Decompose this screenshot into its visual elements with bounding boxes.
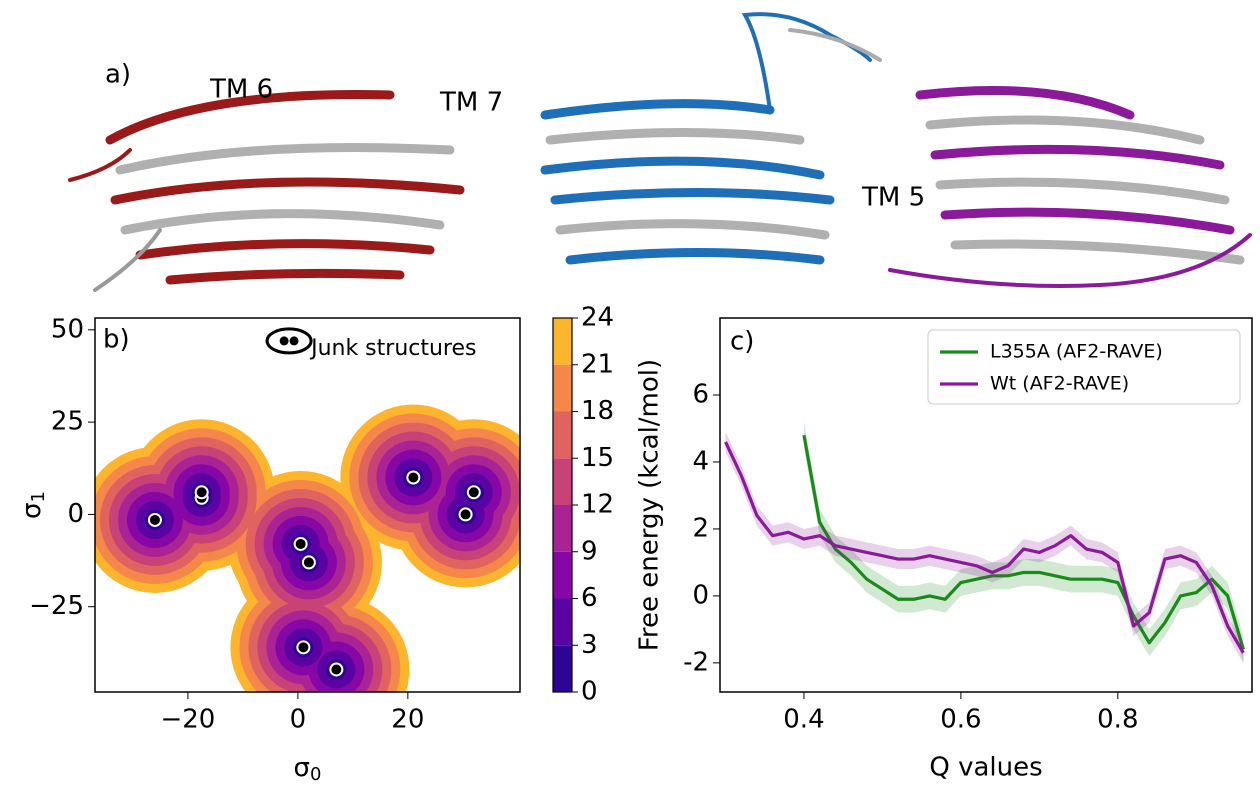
y-tick-label: 4 bbox=[692, 446, 709, 476]
panel-label: b) bbox=[103, 325, 130, 355]
junk-ellipse bbox=[265, 327, 313, 355]
colorbar-segment bbox=[553, 364, 572, 412]
legend-box bbox=[927, 329, 1241, 405]
protein-blue bbox=[540, 12, 882, 265]
minimum-point bbox=[293, 536, 308, 551]
axis-symbol: σ bbox=[17, 502, 47, 518]
colorbar-segment bbox=[553, 645, 572, 692]
colorbar-tick-label: 21 bbox=[581, 349, 614, 379]
colorbar-segment bbox=[553, 551, 572, 599]
junk-point bbox=[289, 336, 299, 346]
axis-label: σ1 bbox=[17, 491, 50, 519]
colorbar-tick-label: 0 bbox=[581, 677, 598, 707]
axis-label: Q values bbox=[929, 753, 1042, 783]
legend-label: Wt (AF2-RAVE) bbox=[990, 373, 1129, 395]
y-tick-label: 0 bbox=[692, 580, 709, 610]
minimum-point bbox=[458, 507, 473, 522]
axis-label: σ0 bbox=[294, 753, 322, 786]
y-tick-label: −25 bbox=[29, 591, 84, 621]
helix-label: TM 5 bbox=[861, 183, 925, 213]
minimum-point bbox=[301, 555, 316, 570]
minimum-point bbox=[147, 512, 162, 527]
colorbar-segment bbox=[553, 411, 572, 459]
helix-label: TM 6 bbox=[209, 75, 273, 105]
x-tick-label: −20 bbox=[160, 705, 215, 735]
helix-label: TM 7 bbox=[439, 88, 503, 118]
x-tick-label: 0.8 bbox=[1097, 705, 1138, 735]
colorbar-segment bbox=[553, 458, 572, 505]
plot-frame bbox=[719, 317, 1253, 693]
minimum-point bbox=[296, 640, 311, 655]
y-tick-label: 50 bbox=[51, 314, 84, 344]
plot-frame bbox=[94, 317, 521, 693]
y-tick-label: 0 bbox=[67, 499, 84, 529]
colorbar-tick-label: 18 bbox=[581, 396, 614, 426]
colorbar-segment bbox=[553, 598, 572, 646]
panel-label: c) bbox=[730, 327, 754, 357]
annotation: Junk structures bbox=[309, 336, 476, 361]
x-tick-label: 0.6 bbox=[940, 705, 981, 735]
panel-label: a) bbox=[105, 60, 131, 90]
error-band bbox=[803, 421, 1244, 663]
plot-area bbox=[724, 421, 1245, 663]
colorbar-tick-label: 3 bbox=[581, 630, 598, 660]
colorbar-segment bbox=[553, 318, 572, 365]
colorbar-segment bbox=[553, 505, 572, 552]
axis-subscript: 1 bbox=[28, 491, 49, 502]
x-tick-label: 0.4 bbox=[783, 705, 824, 735]
axis-subscript: 0 bbox=[310, 764, 321, 785]
colorbar-tick-label: 9 bbox=[581, 536, 598, 566]
minimum-point bbox=[194, 485, 209, 500]
colorbar-tick-label: 12 bbox=[581, 490, 614, 520]
colorbar-tick-label: 24 bbox=[581, 303, 614, 333]
protein-purple bbox=[888, 86, 1252, 288]
y-tick-label: 6 bbox=[692, 380, 709, 410]
series-line bbox=[802, 434, 1245, 650]
y-tick-label: -2 bbox=[683, 647, 709, 677]
protein-red bbox=[68, 90, 465, 292]
x-tick-label: 0 bbox=[290, 705, 307, 735]
minimum-point bbox=[406, 470, 421, 485]
colorbar-label: Free energy (kcal/mol) bbox=[635, 359, 665, 651]
series-line bbox=[724, 441, 1245, 654]
colorbar-tick-label: 6 bbox=[581, 583, 598, 613]
axis-symbol: σ bbox=[294, 753, 310, 783]
error-band bbox=[725, 431, 1244, 663]
panel-a: a) TM 6 TM 7 TM 5 bbox=[68, 12, 1252, 292]
minimum-point bbox=[329, 662, 344, 677]
x-tick-label: 20 bbox=[391, 705, 424, 735]
legend-label: L355A (AF2-RAVE) bbox=[990, 341, 1163, 363]
y-tick-label: 2 bbox=[692, 513, 709, 543]
y-tick-label: 25 bbox=[51, 407, 84, 437]
minimum-point bbox=[466, 485, 481, 500]
junk-point bbox=[279, 336, 289, 346]
colorbar-tick-label: 15 bbox=[581, 443, 614, 473]
